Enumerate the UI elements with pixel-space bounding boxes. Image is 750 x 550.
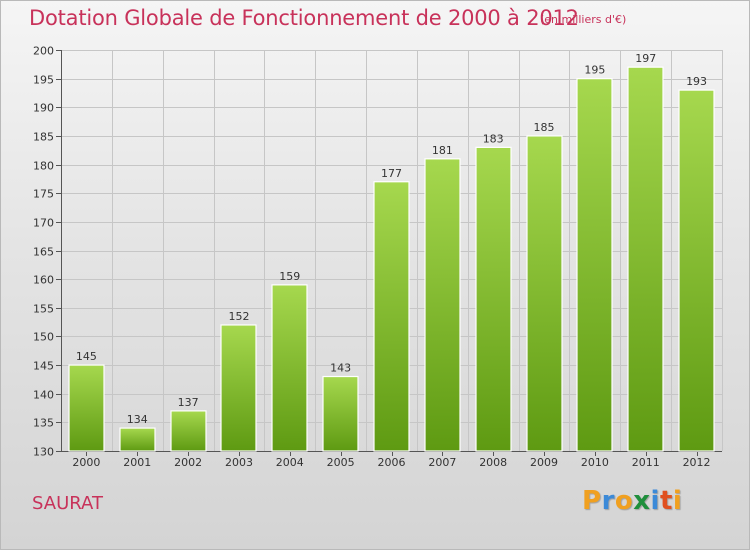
logo-letter: o [614,486,634,516]
bar [678,89,715,452]
y-tick-label: 160 [33,274,54,287]
x-tick-label: 2011 [632,456,660,469]
bar [322,375,359,452]
data-label: 134 [127,413,148,426]
bar [475,146,512,452]
bar [119,427,156,452]
logo-letter: i [650,486,660,516]
bar [220,324,257,452]
y-tick-label: 130 [33,446,54,459]
y-tick-label: 145 [33,360,54,373]
y-tick-label: 195 [33,74,54,87]
logo-letter: t [659,486,673,516]
data-label: 152 [228,310,249,323]
data-label: 193 [686,75,707,88]
chart-title: Dotation Globale de Fonctionnement de 20… [29,6,579,30]
chart-subtitle: (en milliers d'€) [540,13,627,26]
y-tick-label: 170 [33,217,54,230]
y-tick-label: 185 [33,131,54,144]
bars [68,66,715,452]
data-label: 197 [635,52,656,65]
logo-letter: P [582,486,602,516]
x-tick-label: 2009 [530,456,558,469]
data-label: 195 [584,64,605,77]
y-tick-label: 150 [33,331,54,344]
data-label: 183 [483,132,504,145]
y-tick-label: 155 [33,303,54,316]
x-tick-label: 2008 [479,456,507,469]
place-name: SAURAT [32,493,103,514]
x-tick-label: 2002 [174,456,202,469]
data-label: 185 [534,121,555,134]
y-tick-label: 135 [33,417,54,430]
bar [424,158,461,452]
x-tick-label: 2004 [276,456,304,469]
y-tick-label: 165 [33,246,54,259]
x-tick-label: 2001 [123,456,151,469]
y-tick-label: 175 [33,188,54,201]
x-tick-label: 2010 [581,456,609,469]
data-label: 143 [330,362,351,375]
x-tick-label: 2005 [327,456,355,469]
data-label: 181 [432,144,453,157]
y-tick-label: 180 [33,160,54,173]
bar [271,284,308,452]
x-tick-label: 2006 [378,456,406,469]
bar [68,364,105,452]
logo-letter: r [601,486,615,516]
data-label: 177 [381,167,402,180]
logo-letter: i [672,486,683,516]
data-label: 159 [279,270,300,283]
bar [526,135,563,452]
data-label: 145 [76,350,97,363]
bar [170,410,207,452]
y-tick-label: 190 [33,102,54,115]
x-tick-label: 2000 [72,456,100,469]
labels: 130 135 140 145 150 155 160 165 170 175 180 185 190 1… [33,45,711,470]
logo-letter: x [633,486,651,516]
x-tick-label: 2012 [683,456,711,469]
y-tick-label: 140 [33,389,54,402]
x-tick-label: 2007 [428,456,456,469]
bar [373,181,410,452]
y-tick-label: 200 [33,45,54,58]
x-tick-label: 2003 [225,456,253,469]
bar [576,78,613,452]
data-label: 137 [178,396,199,409]
bar [627,66,664,452]
proxiti-logo[interactable]: Proxiti [582,486,682,516]
